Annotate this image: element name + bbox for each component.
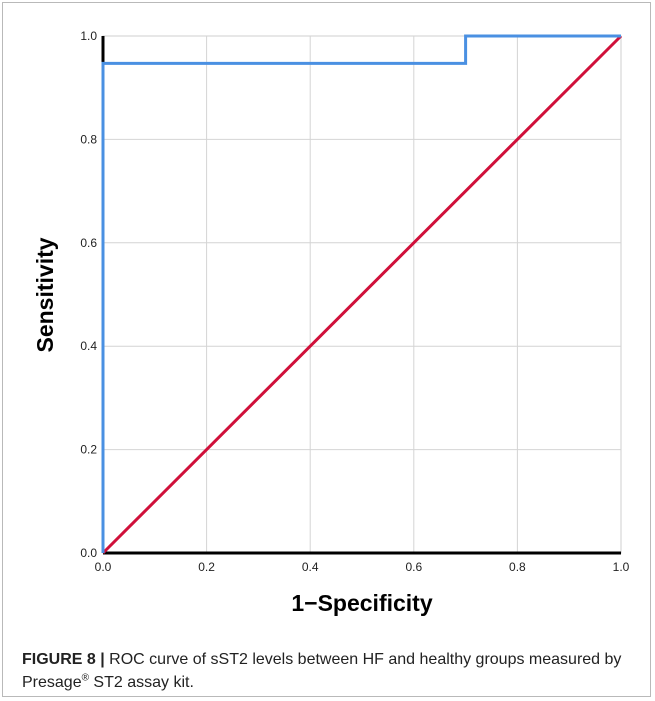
x-tick-label: 0.2 [198,560,215,574]
y-tick-label: 0.2 [80,443,97,457]
y-tick-label: 1.0 [80,29,97,43]
caption-text-end: ST2 assay kit. [88,674,194,691]
x-tick-label: 0.6 [405,560,422,574]
tick-labels: 0.0 0.2 0.4 0.6 0.8 1.0 0.0 0.2 0.4 0.6 0.8 1.0 [80,29,629,574]
y-tick-label: 0.4 [80,339,97,353]
x-tick-label: 0.4 [302,560,319,574]
y-tick-label: 0.8 [80,132,97,146]
registered-mark: ® [81,672,89,684]
roc-curve [101,34,621,553]
series-lines [101,34,623,555]
y-tick-label: 0.0 [80,546,97,560]
reference-diagonal [101,34,623,555]
y-tick-label: 0.6 [80,236,97,250]
figure-caption: FIGURE 8 | ROC curve of sST2 levels betw… [22,648,632,694]
caption-text: ROC curve of sST2 levels between HF and … [22,651,622,691]
x-tick-label: 1.0 [613,560,630,574]
x-tick-label: 0.0 [95,560,112,574]
x-tick-label: 0.8 [509,560,526,574]
y-axis-label: Sensitivity [32,237,58,352]
roc-chart: 0.0 0.2 0.4 0.6 0.8 1.0 0.0 0.2 0.4 0.6 0.8 1.0 1−S… [32,29,630,616]
caption-label: FIGURE 8 | [22,651,105,668]
x-axis-label: 1−Specificity [291,590,432,616]
